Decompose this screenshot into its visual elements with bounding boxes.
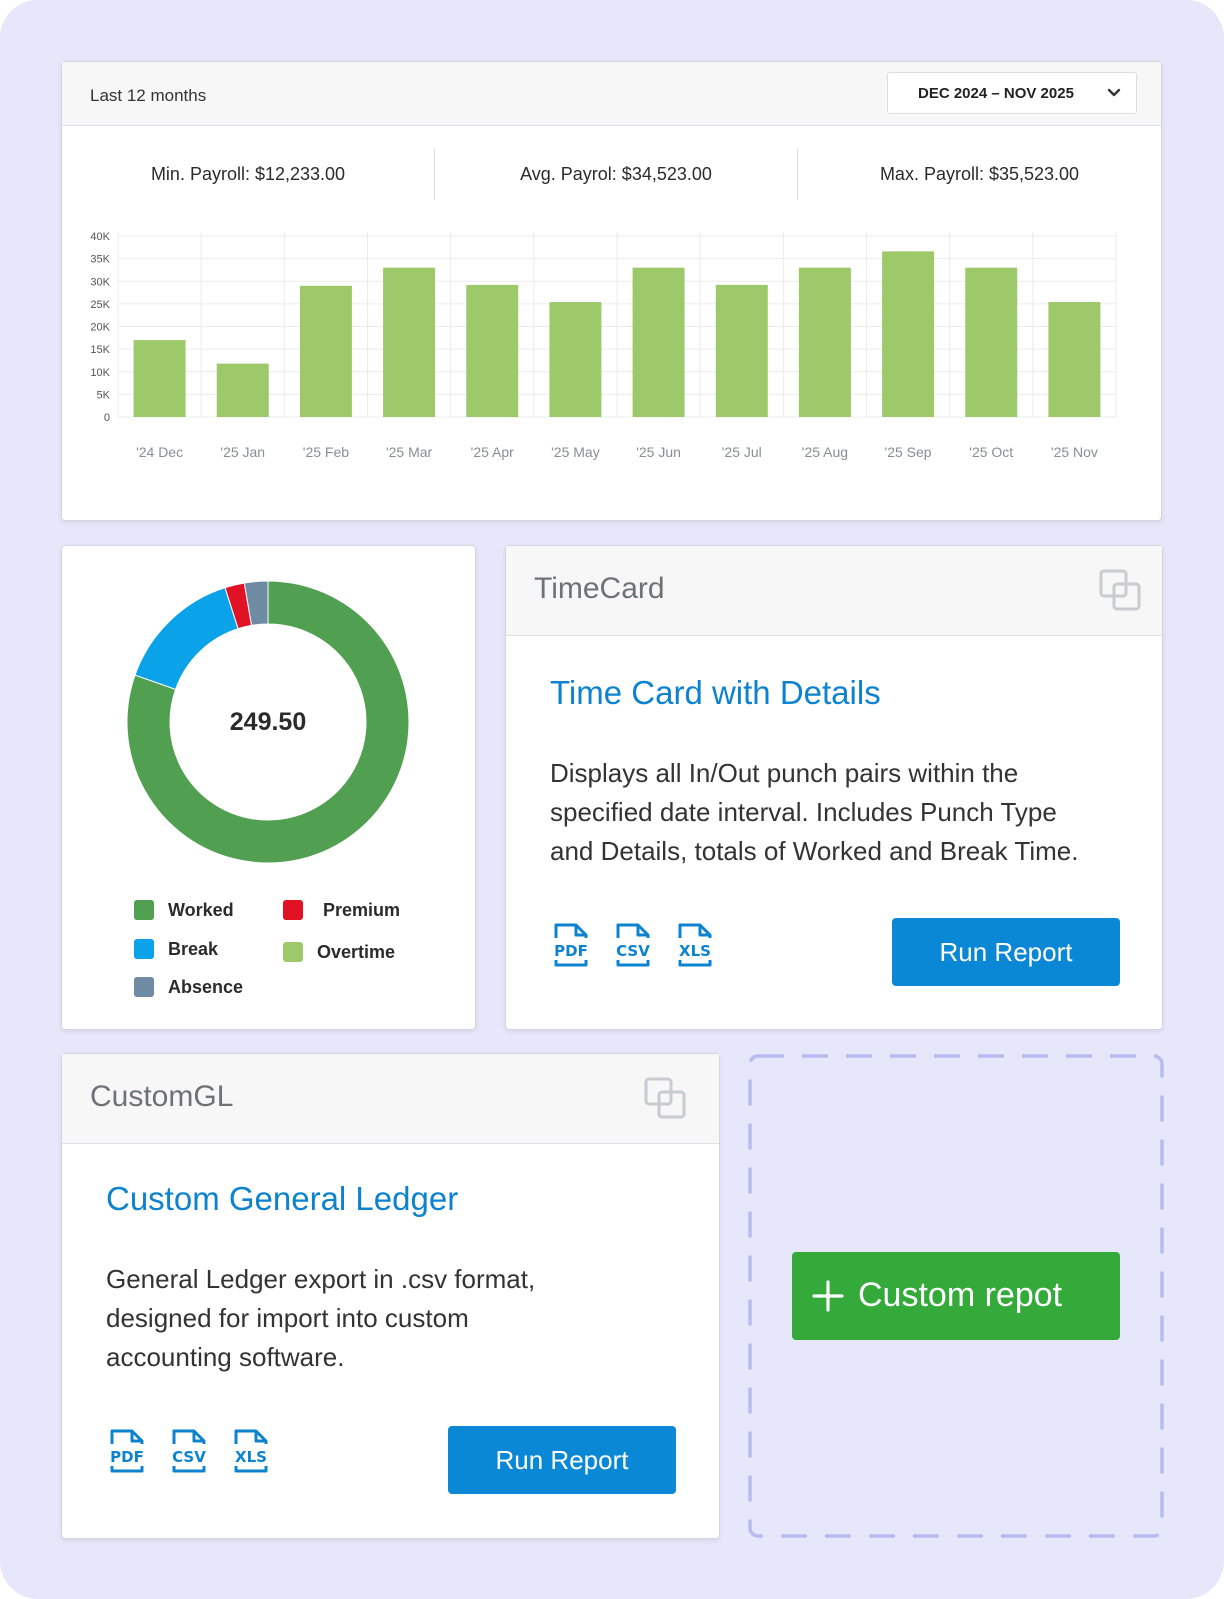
pdf-file-icon[interactable]: PDF	[550, 922, 592, 968]
format-label: CSV	[616, 942, 650, 960]
bar-6	[632, 267, 685, 417]
description-line: designed for import into custom	[106, 1303, 469, 1333]
y-tick-label: 30K	[90, 276, 110, 288]
x-tick-label: '25 Jul	[722, 444, 762, 460]
min-payroll-stat: Min. Payroll: $12,233.00	[150, 164, 346, 184]
legend-label: Absence	[168, 977, 244, 997]
format-label: CSV	[172, 1448, 206, 1466]
y-tick-label: 20K	[90, 322, 110, 334]
format-label: PDF	[110, 1448, 144, 1466]
bar-8	[798, 267, 851, 417]
report-description: General Ledger export in .csv format, de…	[106, 1260, 535, 1377]
x-tick-label: '25 Jun	[636, 444, 681, 460]
x-tick-label: '24 Dec	[136, 444, 183, 460]
legend-label: Overtime	[317, 942, 396, 962]
description-line: specified date interval. Includes Punch …	[550, 797, 1057, 827]
y-tick-label: 15K	[90, 344, 110, 356]
x-tick-label: '25 May	[551, 444, 600, 460]
legend-label: Break	[168, 939, 219, 959]
premium-swatch	[283, 900, 303, 920]
add-report-dropzone[interactable]	[748, 1054, 1164, 1538]
bar-9	[882, 251, 935, 417]
bar-2	[299, 285, 352, 417]
x-tick-label: '25 Feb	[303, 444, 349, 460]
bar-5	[549, 302, 602, 417]
customgl-report-card: CustomGL Custom General Ledger General L…	[61, 1053, 720, 1539]
y-tick-label: 40K	[90, 231, 110, 243]
y-tick-label: 0	[104, 412, 110, 424]
x-tick-label: '25 Mar	[386, 444, 433, 460]
copy-icon[interactable]	[643, 1076, 689, 1122]
bar-3	[383, 267, 436, 417]
timecard-report-card: TimeCard Time Card with Details Displays…	[505, 545, 1163, 1030]
description-line: Displays all In/Out punch pairs within t…	[550, 758, 1019, 788]
break-swatch	[134, 939, 154, 959]
worked-swatch	[134, 900, 154, 920]
stat-divider	[434, 148, 435, 200]
format-label: XLS	[679, 942, 711, 960]
range-label: Last 12 months	[90, 86, 207, 105]
absence-swatch	[134, 977, 154, 997]
report-category: CustomGL	[90, 1080, 234, 1113]
x-tick-label: '25 Aug	[802, 444, 848, 460]
hours-breakdown-card: 249.50 Worked Premium Break Overtime Abs…	[61, 545, 476, 1030]
report-header: CustomGL	[62, 1054, 719, 1144]
payroll-bar-chart: 0 5K 10K 15K 20K 25K 30K 35K 40K '24 Dec '25 Jan '2…	[90, 231, 1117, 460]
x-tick-label: '25 Nov	[1051, 444, 1098, 460]
bar-0	[133, 340, 186, 417]
bar-11	[1048, 302, 1101, 417]
report-title[interactable]: Custom General Ledger	[106, 1180, 459, 1217]
y-tick-label: 35K	[90, 254, 110, 266]
chart-header: Last 12 months DEC 2024 – NOV 2025	[62, 62, 1161, 126]
run-report-button[interactable]: Run Report	[448, 1426, 676, 1494]
y-tick-label: 10K	[90, 367, 110, 379]
payroll-chart-card: Last 12 months DEC 2024 – NOV 2025 Min. …	[61, 61, 1162, 521]
x-tick-label: '25 Sep	[885, 444, 932, 460]
overtime-swatch	[283, 942, 303, 962]
bar-1	[216, 363, 269, 417]
x-tick-label: '25 Apr	[471, 444, 514, 460]
description-line: General Ledger export in .csv format,	[106, 1264, 536, 1294]
date-range-select[interactable]: DEC 2024 – NOV 2025	[887, 72, 1137, 114]
payroll-stats: Min. Payroll: $12,233.00 Avg. Payrol: $3…	[62, 148, 1161, 200]
hours-donut-chart	[126, 580, 410, 864]
add-custom-report-button[interactable]: Custom repot	[792, 1252, 1120, 1340]
chevron-down-icon	[1107, 88, 1121, 97]
bar-4	[466, 284, 519, 417]
x-tick-label: '25 Oct	[969, 444, 1013, 460]
copy-icon[interactable]	[1098, 568, 1144, 614]
report-category: TimeCard	[534, 572, 665, 605]
legend-label: Premium	[323, 900, 401, 920]
x-tick-label: '25 Jan	[220, 444, 265, 460]
run-report-button[interactable]: Run Report	[892, 918, 1120, 986]
avg-payroll-stat: Avg. Payrol: $34,523.00	[520, 164, 712, 184]
add-custom-report-label: Custom repot	[858, 1276, 1063, 1314]
report-title[interactable]: Time Card with Details	[550, 674, 881, 711]
max-payroll-stat: Max. Payroll: $35,523.00	[879, 164, 1080, 184]
format-label: XLS	[235, 1448, 267, 1466]
pdf-file-icon[interactable]: PDF	[106, 1428, 148, 1474]
report-header: TimeCard	[506, 546, 1162, 636]
csv-file-icon[interactable]: CSV	[168, 1428, 210, 1474]
bar-10	[965, 267, 1018, 417]
y-tick-label: 5K	[97, 389, 111, 401]
legend-label: Worked	[168, 900, 234, 920]
format-label: PDF	[554, 942, 588, 960]
description-line: accounting software.	[106, 1342, 345, 1372]
donut-total-value: 249.50	[229, 708, 307, 736]
xls-file-icon[interactable]: XLS	[674, 922, 716, 968]
date-range-value: DEC 2024 – NOV 2025	[918, 85, 1074, 102]
donut-slice-absence	[243, 580, 269, 626]
report-description: Displays all In/Out punch pairs within t…	[550, 754, 1078, 871]
plus-icon	[812, 1280, 844, 1312]
xls-file-icon[interactable]: XLS	[230, 1428, 272, 1474]
y-tick-label: 25K	[90, 299, 110, 311]
stat-divider	[797, 148, 798, 200]
csv-file-icon[interactable]: CSV	[612, 922, 654, 968]
bar-7	[715, 284, 768, 417]
description-line: and Details, totals of Worked and Break …	[550, 836, 1079, 866]
donut-slice-worked	[126, 580, 410, 864]
